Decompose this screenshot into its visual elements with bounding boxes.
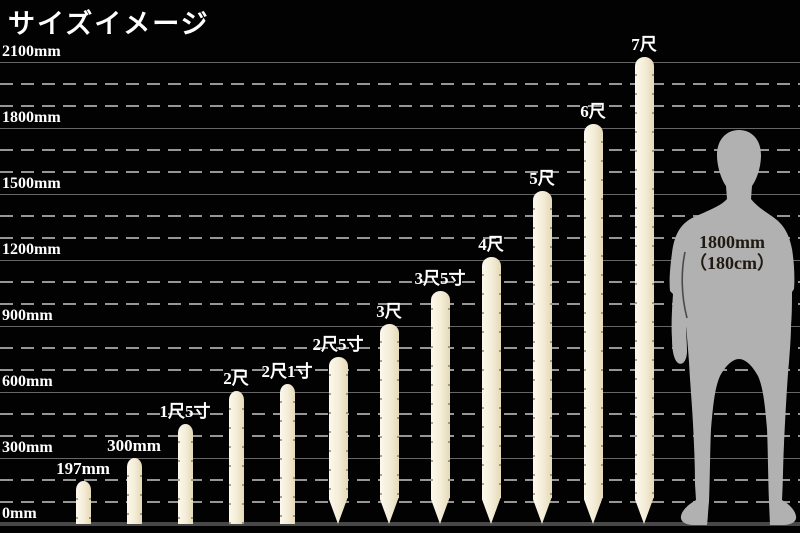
stake-bar xyxy=(177,424,193,524)
stake-bar xyxy=(126,458,142,524)
gridline-major xyxy=(0,128,800,129)
y-axis-label: 1800mm xyxy=(2,109,61,126)
stake-body xyxy=(481,257,501,498)
gridline-minor xyxy=(0,237,800,239)
gridline-major xyxy=(0,392,800,393)
figure-height-mm: 1800mm xyxy=(699,232,765,252)
gridline-minor xyxy=(0,83,800,85)
gridline-minor xyxy=(0,479,800,481)
stake-bar xyxy=(634,57,654,524)
gridline-minor xyxy=(0,281,800,283)
gridline-minor xyxy=(0,435,800,437)
stake-bar xyxy=(430,291,450,524)
stake-body xyxy=(228,391,244,524)
gridline-minor xyxy=(0,149,800,151)
y-axis-label: 900mm xyxy=(2,307,53,324)
stake-size-label: 6尺 xyxy=(580,102,606,121)
gridline-minor xyxy=(0,369,800,371)
gridline-minor xyxy=(0,171,800,173)
stake-pointed-tip xyxy=(583,498,603,524)
stake-bar xyxy=(328,357,348,524)
gridline-minor xyxy=(0,347,800,349)
gridline-minor xyxy=(0,105,800,107)
stake-body xyxy=(279,384,295,524)
stake-pointed-tip xyxy=(379,498,399,524)
stake-bar xyxy=(75,481,91,524)
stake-size-label: 300mm xyxy=(107,436,161,455)
gridline-major xyxy=(0,62,800,63)
stake-body xyxy=(328,357,348,498)
gridline-minor xyxy=(0,413,800,415)
y-axis-label: 600mm xyxy=(2,373,53,390)
y-axis-label: 2100mm xyxy=(2,43,61,60)
figure-height-cm: （180cm） xyxy=(689,253,775,273)
y-axis-label: 300mm xyxy=(2,439,53,456)
stake-body xyxy=(634,57,654,498)
gridline-major xyxy=(0,194,800,195)
gridline-major xyxy=(0,458,800,459)
gridline-major xyxy=(0,326,800,327)
stake-bar xyxy=(379,324,399,524)
stake-body xyxy=(379,324,399,498)
stake-size-label: 3尺5寸 xyxy=(414,269,466,288)
stake-pointed-tip xyxy=(328,498,348,524)
human-silhouette xyxy=(669,130,797,525)
gridline-minor xyxy=(0,215,800,217)
stake-pointed-tip xyxy=(481,498,501,524)
stake-size-label: 5尺 xyxy=(529,169,555,188)
page-title: サイズイメージ xyxy=(8,9,210,39)
stake-size-label: 2尺 xyxy=(223,369,249,388)
figure-height-label: 1800mm （180cm） xyxy=(668,232,796,274)
stake-size-label: 4尺 xyxy=(478,235,504,254)
gridline-minor xyxy=(0,501,800,503)
arm-crease-line xyxy=(681,251,688,319)
stake-bar xyxy=(532,191,552,524)
stake-body xyxy=(75,481,91,524)
stake-body xyxy=(126,458,142,524)
stake-body xyxy=(532,191,552,498)
stake-bar xyxy=(279,384,295,524)
stake-size-label: 2尺5寸 xyxy=(312,335,364,354)
y-axis-label: 1500mm xyxy=(2,175,61,192)
stake-pointed-tip xyxy=(430,498,450,524)
stake-body xyxy=(177,424,193,524)
human-silhouette-body xyxy=(669,130,797,525)
stake-size-label: 1尺5寸 xyxy=(159,402,211,421)
stake-pointed-tip xyxy=(532,498,552,524)
stake-bar xyxy=(583,124,603,524)
y-axis-label: 1200mm xyxy=(2,241,61,258)
stake-size-label: 197mm xyxy=(56,459,110,478)
stake-pointed-tip xyxy=(634,498,654,524)
gridline-major xyxy=(0,260,800,261)
stake-size-label: 2尺1寸 xyxy=(261,362,313,381)
stake-size-label: 7尺 xyxy=(631,35,657,54)
stake-body xyxy=(430,291,450,498)
stake-size-label: 3尺 xyxy=(376,302,402,321)
stake-bar xyxy=(481,257,501,524)
stake-body xyxy=(583,124,603,498)
y-axis-label: 0mm xyxy=(2,505,37,522)
gridline-minor xyxy=(0,303,800,305)
x-axis-baseline xyxy=(0,522,800,526)
stake-bar xyxy=(228,391,244,524)
